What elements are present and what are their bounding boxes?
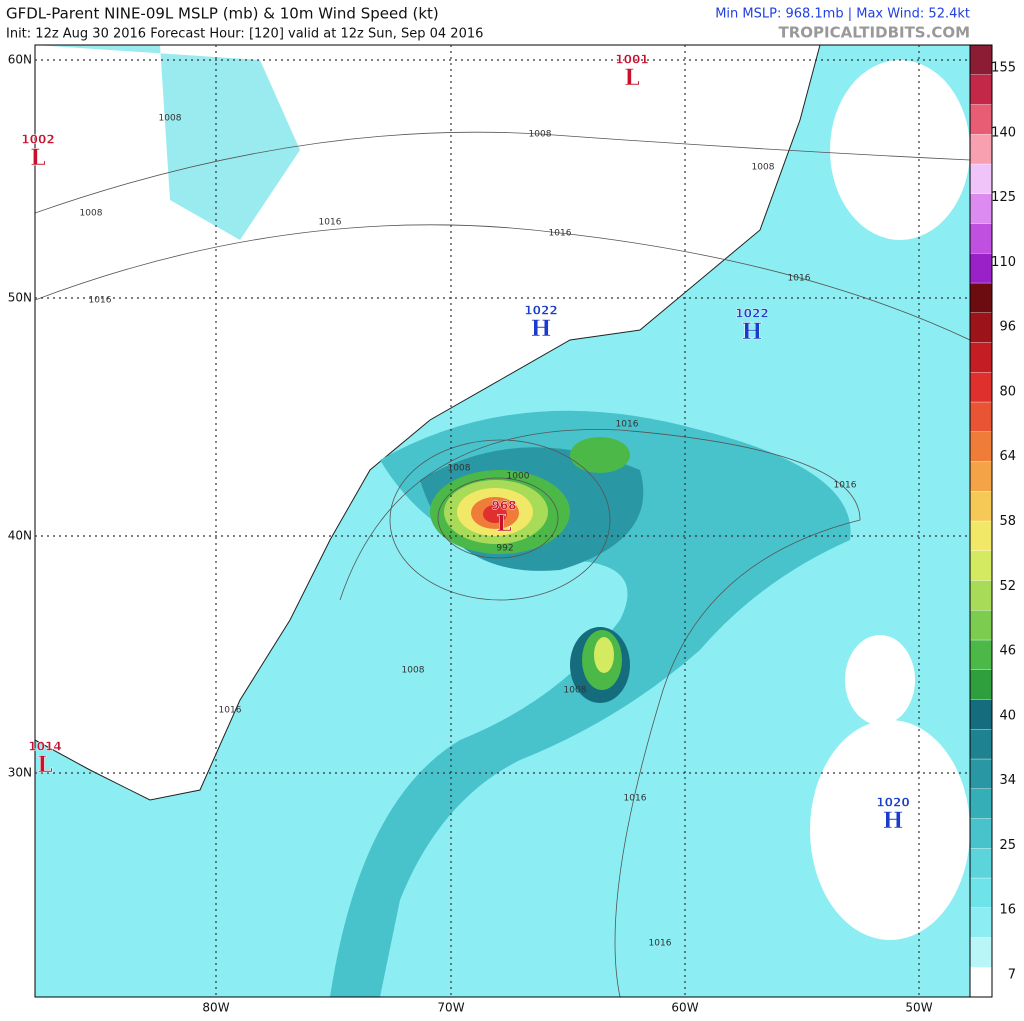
center-pressure: 1001 [615, 53, 648, 67]
latitude-label: 40N [8, 529, 32, 543]
colorbar: 7 16 25 34 40 46 52 58 64 80 96 110 125 140 155 [969, 44, 1016, 998]
colorbar-label: 40 [999, 708, 1016, 723]
colorbar-band [969, 401, 993, 432]
stats: Min MSLP: 968.1mb | Max Wind: 52.4kt [715, 7, 970, 22]
colorbar-band [969, 610, 993, 641]
latitude-label: 60N [8, 53, 32, 67]
isobar-label: 1016 [89, 296, 112, 306]
longitude-label: 60W [671, 1001, 698, 1015]
colorbar-band [969, 282, 993, 313]
colorbar-label: 46 [999, 644, 1016, 659]
isobar-label: 1008 [529, 130, 552, 140]
isobar-label: 1016 [788, 274, 811, 284]
colorbar-label: 16 [999, 903, 1016, 918]
colorbar-label: 58 [999, 514, 1016, 529]
isobar-label: 992 [496, 544, 513, 554]
isobar-label: 1016 [624, 794, 647, 804]
isobar-label: 1016 [219, 706, 242, 716]
center-symbol: L [496, 511, 511, 537]
subtitle: Init: 12z Aug 30 2016 Forecast Hour: [12… [6, 27, 483, 42]
colorbar-label: 110 [991, 255, 1016, 270]
isobar-label: 1016 [319, 218, 342, 228]
colorbar-frame [969, 44, 993, 998]
center-pressure: 968 [491, 499, 516, 513]
colorbar-band [969, 788, 993, 819]
colorbar-label: 96 [999, 320, 1016, 335]
center-symbol: H [531, 316, 552, 342]
isobar-label: 1008 [448, 464, 471, 474]
center-symbol: H [883, 808, 904, 834]
colorbar-band [969, 907, 993, 938]
colorbar-band [969, 877, 993, 908]
isobar-label: 1016 [649, 939, 672, 949]
center-symbol: L [30, 145, 45, 171]
colorbar-band [969, 461, 993, 492]
colorbar-band [969, 372, 993, 403]
colorbar-band [969, 520, 993, 551]
colorbar-band [969, 74, 993, 105]
colorbar-band [969, 669, 993, 700]
longitude-label: 80W [202, 1001, 229, 1015]
isobar-label: 1008 [564, 686, 587, 696]
center-pressure: 1020 [876, 796, 909, 810]
isobar-label: 1016 [549, 229, 572, 239]
center-pressure: 1022 [735, 307, 768, 321]
isobar-label: 1008 [80, 209, 103, 219]
isobar-label: 1016 [834, 481, 857, 491]
credit: TROPICALTIDBITS.COM [779, 24, 971, 42]
colorbar-band [969, 580, 993, 611]
latitude-label: 30N [8, 766, 32, 780]
center-pressure: 1022 [524, 304, 557, 318]
colorbar-band [969, 193, 993, 224]
isobar-label: 1016 [616, 420, 639, 430]
colorbar-band [969, 937, 993, 968]
colorbar-label: 25 [999, 838, 1016, 853]
isobar-label: 1000 [507, 472, 530, 482]
colorbar-band [969, 312, 993, 343]
colorbar-band [969, 253, 993, 284]
colorbar-label: 125 [991, 190, 1016, 205]
colorbar-band [969, 729, 993, 760]
colorbar-band [969, 431, 993, 462]
colorbar-label: 155 [991, 61, 1016, 76]
colorbar-band [969, 491, 993, 522]
colorbar-label: 34 [999, 773, 1016, 788]
colorbar-label: 7 [1008, 968, 1016, 983]
center-symbol: H [742, 319, 763, 345]
isobar-label: 1008 [752, 163, 775, 173]
colorbar-band [969, 104, 993, 135]
colorbar-band [969, 758, 993, 789]
center-pressure: 1014 [28, 740, 61, 754]
colorbar-band [969, 44, 993, 75]
colorbar-band [969, 163, 993, 194]
center-symbol: L [37, 752, 52, 778]
colorbar-label: 80 [999, 384, 1016, 399]
colorbar-band [969, 550, 993, 581]
map-field [35, 45, 970, 997]
colorbar-label: 64 [999, 449, 1016, 464]
longitude-label: 50W [905, 1001, 932, 1015]
colorbar-band [969, 639, 993, 670]
isobar-label: 1008 [402, 666, 425, 676]
center-pressure: 1002 [21, 133, 54, 147]
center-symbol: L [624, 65, 639, 91]
colorbar-band [969, 223, 993, 254]
colorbar-band [969, 818, 993, 849]
colorbar-band [969, 342, 993, 373]
colorbar-band [969, 967, 993, 998]
colorbar-band [969, 848, 993, 879]
longitude-label: 70W [437, 1001, 464, 1015]
colorbar-label: 140 [991, 125, 1016, 140]
colorbar-band [969, 134, 993, 165]
latitude-label: 50N [8, 291, 32, 305]
title: GFDL-Parent NINE-09L MSLP (mb) & 10m Win… [6, 5, 439, 23]
isobar-label: 1008 [159, 114, 182, 124]
colorbar-band [969, 699, 993, 730]
colorbar-label: 52 [999, 579, 1016, 594]
